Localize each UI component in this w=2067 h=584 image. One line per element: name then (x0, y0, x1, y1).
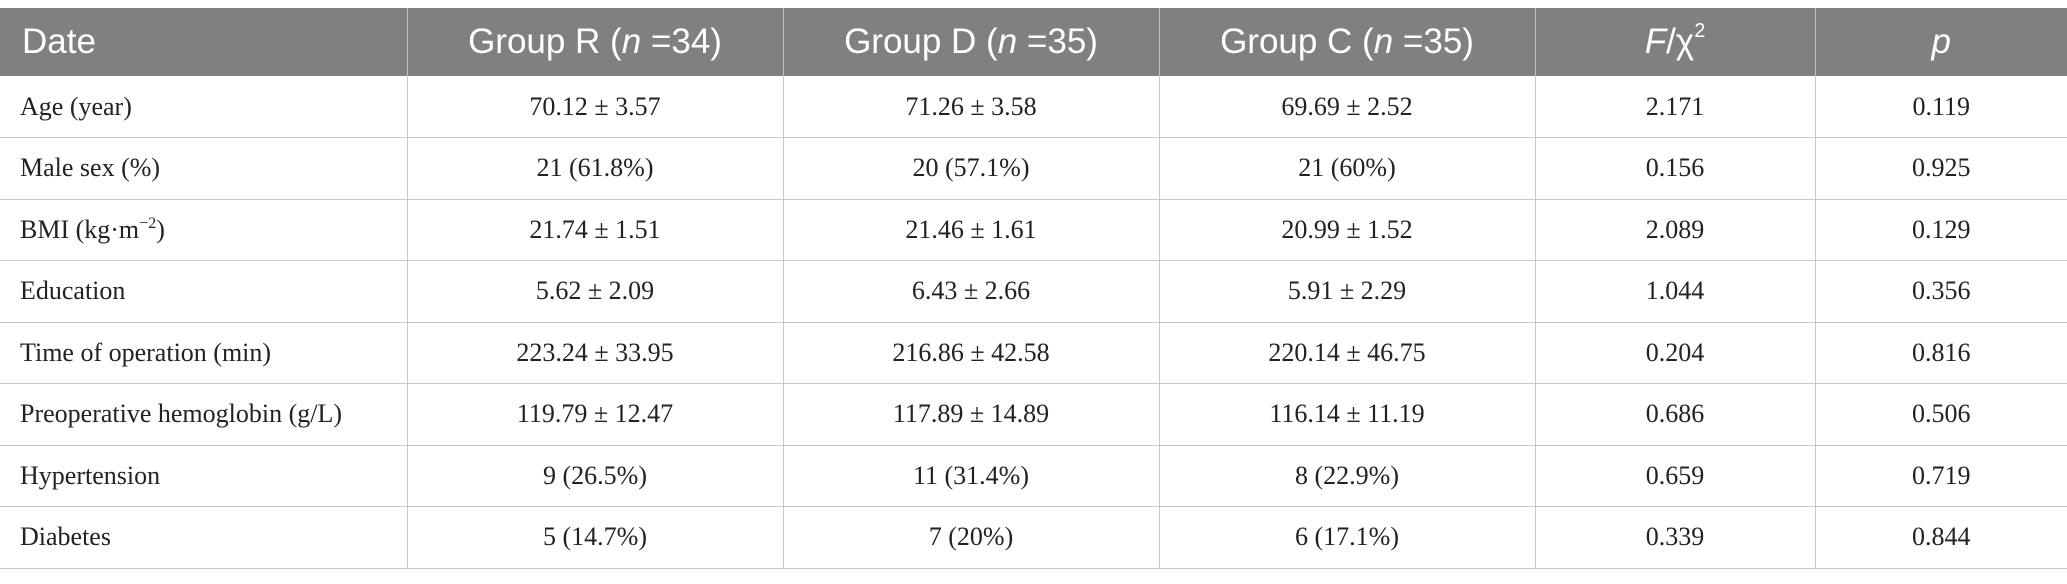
header-chi-sup: 2 (1694, 20, 1706, 42)
group-r-value: 21 (61.8%) (407, 137, 784, 200)
group-d-value: 11 (31.4%) (783, 445, 1160, 507)
row-label-text: BMI (kg·m (20, 214, 140, 244)
group-d-value: 71.26 ± 3.58 (783, 76, 1160, 138)
table-row: Diabetes 5 (14.7%) 7 (20%) 6 (17.1%) 0.3… (0, 506, 2067, 569)
table-body: Age (year) 70.12 ± 3.57 71.26 ± 3.58 69.… (0, 76, 2067, 569)
row-label: Preoperative hemoglobin (g/L) (0, 383, 408, 446)
f-chi2-value: 0.686 (1535, 383, 1816, 446)
table-header: Date Group R (n =34) Group D (n =35) Gro… (0, 8, 2067, 76)
p-value: 0.356 (1815, 260, 2067, 323)
header-group-r-var: n (621, 22, 642, 61)
row-label-end: ) (156, 214, 165, 244)
group-c-value: 21 (60%) (1159, 137, 1536, 200)
p-value: 0.119 (1815, 76, 2067, 138)
table-row: Preoperative hemoglobin (g/L) 119.79 ± 1… (0, 383, 2067, 446)
group-c-value: 8 (22.9%) (1159, 445, 1536, 507)
p-value: 0.925 (1815, 137, 2067, 200)
table-row: Time of operation (min) 223.24 ± 33.95 2… (0, 322, 2067, 384)
header-f-chi2: F/χ2 (1535, 8, 1816, 76)
header-group-d: Group D (n =35) (783, 8, 1160, 76)
group-d-value: 20 (57.1%) (783, 137, 1160, 200)
f-chi2-value: 0.339 (1535, 506, 1816, 569)
header-group-r-prefix: Group R ( (468, 22, 622, 61)
group-c-value: 220.14 ± 46.75 (1159, 322, 1536, 384)
row-label: BMI (kg·m−2) (0, 199, 408, 261)
row-label: Education (0, 260, 408, 323)
f-chi2-value: 1.044 (1535, 260, 1816, 323)
row-label: Hypertension (0, 445, 408, 507)
header-group-c-var: n (1373, 22, 1394, 61)
row-label: Time of operation (min) (0, 322, 408, 384)
group-d-value: 216.86 ± 42.58 (783, 322, 1160, 384)
group-d-value: 7 (20%) (783, 506, 1160, 569)
table-row: Education 5.62 ± 2.09 6.43 ± 2.66 5.91 ±… (0, 260, 2067, 323)
row-label: Male sex (%) (0, 137, 408, 200)
group-r-value: 119.79 ± 12.47 (407, 383, 784, 446)
group-r-value: 70.12 ± 3.57 (407, 76, 784, 138)
header-chi-text: /χ (1666, 22, 1695, 61)
p-value: 0.844 (1815, 506, 2067, 569)
f-chi2-value: 0.204 (1535, 322, 1816, 384)
header-date-text: Date (22, 22, 96, 61)
header-p-var: p (1931, 22, 1951, 61)
p-value: 0.506 (1815, 383, 2067, 446)
group-r-value: 5.62 ± 2.09 (407, 260, 784, 323)
p-value: 0.129 (1815, 199, 2067, 261)
group-c-value: 116.14 ± 11.19 (1159, 383, 1536, 446)
header-group-d-prefix: Group D ( (844, 22, 998, 61)
header-group-c: Group C (n =35) (1159, 8, 1536, 76)
header-date: Date (0, 8, 408, 76)
header-group-c-prefix: Group C ( (1220, 22, 1374, 61)
group-c-value: 6 (17.1%) (1159, 506, 1536, 569)
header-group-d-suffix: =35) (1017, 22, 1098, 61)
table-row: Age (year) 70.12 ± 3.57 71.26 ± 3.58 69.… (0, 76, 2067, 138)
p-value: 0.719 (1815, 445, 2067, 507)
group-r-value: 21.74 ± 1.51 (407, 199, 784, 261)
p-value: 0.816 (1815, 322, 2067, 384)
header-row: Date Group R (n =34) Group D (n =35) Gro… (0, 8, 2067, 76)
f-chi2-value: 2.171 (1535, 76, 1816, 138)
group-r-value: 223.24 ± 33.95 (407, 322, 784, 384)
header-group-c-suffix: =35) (1393, 22, 1474, 61)
table-row: Hypertension 9 (26.5%) 11 (31.4%) 8 (22.… (0, 445, 2067, 507)
header-group-r: Group R (n =34) (407, 8, 784, 76)
table-row: BMI (kg·m−2) 21.74 ± 1.51 21.46 ± 1.61 2… (0, 199, 2067, 261)
group-d-value: 117.89 ± 14.89 (783, 383, 1160, 446)
group-c-value: 20.99 ± 1.52 (1159, 199, 1536, 261)
group-c-value: 69.69 ± 2.52 (1159, 76, 1536, 138)
row-label: Diabetes (0, 506, 408, 569)
group-d-value: 21.46 ± 1.61 (783, 199, 1160, 261)
group-d-value: 6.43 ± 2.66 (783, 260, 1160, 323)
group-r-value: 5 (14.7%) (407, 506, 784, 569)
group-c-value: 5.91 ± 2.29 (1159, 260, 1536, 323)
f-chi2-value: 0.659 (1535, 445, 1816, 507)
baseline-characteristics-table: Date Group R (n =34) Group D (n =35) Gro… (0, 8, 2067, 569)
f-chi2-value: 2.089 (1535, 199, 1816, 261)
header-group-d-var: n (997, 22, 1018, 61)
row-label: Age (year) (0, 76, 408, 138)
table-row: Male sex (%) 21 (61.8%) 20 (57.1%) 21 (6… (0, 137, 2067, 200)
header-f-var: F (1644, 22, 1667, 61)
f-chi2-value: 0.156 (1535, 137, 1816, 200)
header-group-r-suffix: =34) (641, 22, 722, 61)
group-r-value: 9 (26.5%) (407, 445, 784, 507)
header-p: p (1815, 8, 2067, 76)
row-label-sup: −2 (139, 214, 157, 232)
